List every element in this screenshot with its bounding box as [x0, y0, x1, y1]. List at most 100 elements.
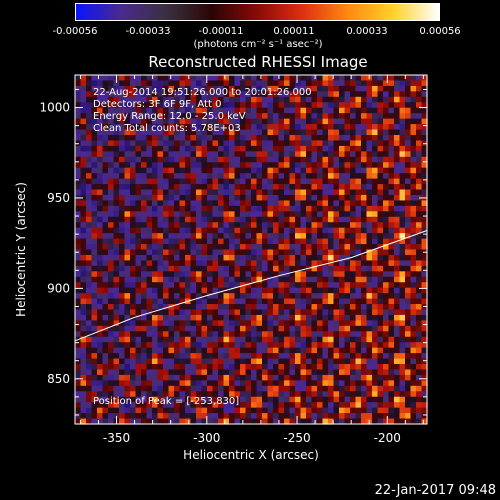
heatmap-cell — [119, 287, 126, 294]
heatmap-cell — [135, 178, 142, 185]
heatmap-cell — [80, 260, 87, 267]
heatmap-cell — [267, 189, 274, 196]
heatmap-cell — [119, 205, 126, 212]
heatmap-cell — [86, 391, 93, 398]
heatmap-cell — [317, 358, 324, 365]
heatmap-cell — [108, 91, 115, 98]
heatmap-cell — [289, 173, 296, 180]
heatmap-cell — [262, 358, 269, 365]
heatmap-cell — [91, 293, 98, 300]
heatmap-cell — [361, 342, 368, 349]
heatmap-cell — [383, 85, 390, 92]
heatmap-cell — [201, 396, 208, 403]
heatmap-cell — [218, 331, 225, 338]
heatmap-cell — [421, 342, 428, 349]
heatmap-cell — [196, 304, 203, 311]
heatmap-cell — [141, 320, 148, 327]
heatmap-cell — [97, 364, 104, 371]
heatmap-cell — [240, 162, 247, 169]
heatmap-cell — [80, 418, 87, 425]
heatmap-cell — [306, 113, 313, 120]
heatmap-cell — [289, 238, 296, 245]
colorbar — [75, 3, 440, 21]
heatmap-cell — [141, 244, 148, 251]
heatmap-cell — [146, 265, 153, 272]
heatmap-cell — [267, 222, 274, 229]
heatmap-cell — [339, 304, 346, 311]
heatmap-cell — [355, 276, 362, 283]
heatmap-cell — [207, 276, 214, 283]
heatmap-cell — [295, 140, 302, 147]
heatmap-cell — [80, 200, 87, 207]
heatmap-cell — [383, 331, 390, 338]
heatmap-cell — [163, 151, 170, 158]
heatmap-cell — [317, 364, 324, 371]
heatmap-cell — [262, 418, 269, 425]
heatmap-cell — [350, 238, 357, 245]
heatmap-cell — [251, 347, 258, 354]
heatmap-cell — [229, 222, 236, 229]
heatmap-cell — [377, 124, 384, 131]
heatmap-cell — [267, 91, 274, 98]
heatmap-cell — [317, 184, 324, 191]
heatmap-cell — [218, 244, 225, 251]
heatmap-cell — [394, 91, 401, 98]
heatmap-cell — [372, 216, 379, 223]
heatmap-cell — [306, 102, 313, 109]
heatmap-cell — [168, 184, 175, 191]
heatmap-cell — [218, 124, 225, 131]
heatmap-cell — [163, 124, 170, 131]
heatmap-cell — [130, 254, 137, 261]
heatmap-cell — [328, 80, 335, 87]
heatmap-cell — [97, 85, 104, 92]
heatmap-cell — [350, 156, 357, 163]
heatmap-cell — [163, 184, 170, 191]
heatmap-cell — [185, 320, 192, 327]
heatmap-cell — [152, 118, 159, 125]
heatmap-cell — [141, 184, 148, 191]
heatmap-cell — [416, 320, 423, 327]
heatmap-cell — [267, 353, 274, 360]
heatmap-cell — [361, 200, 368, 207]
heatmap-cell — [267, 75, 274, 82]
heatmap-cell — [256, 342, 263, 349]
heatmap-cell — [333, 402, 340, 409]
heatmap-cell — [108, 227, 115, 234]
heatmap-cell — [372, 396, 379, 403]
heatmap-cell — [234, 211, 241, 218]
heatmap-cell — [102, 336, 109, 343]
heatmap-cell — [300, 189, 307, 196]
heatmap-cell — [295, 265, 302, 272]
heatmap-cell — [350, 145, 357, 152]
heatmap-cell — [311, 222, 318, 229]
heatmap-cell — [102, 173, 109, 180]
heatmap-cell — [284, 140, 291, 147]
heatmap-cell — [328, 369, 335, 376]
heatmap-cell — [405, 200, 412, 207]
heatmap-cell — [179, 391, 186, 398]
y-tick-label: 950 — [47, 191, 70, 205]
heatmap-cell — [91, 254, 98, 261]
heatmap-cell — [278, 96, 285, 103]
heatmap-cell — [416, 91, 423, 98]
heatmap-cell — [377, 391, 384, 398]
heatmap-cell — [86, 200, 93, 207]
heatmap-cell — [97, 336, 104, 343]
heatmap-cell — [124, 200, 131, 207]
heatmap-cell — [284, 358, 291, 365]
heatmap-cell — [113, 320, 120, 327]
heatmap-cell — [410, 233, 417, 240]
heatmap-cell — [157, 184, 164, 191]
heatmap-cell — [179, 347, 186, 354]
heatmap-cell — [218, 91, 225, 98]
heatmap-cell — [399, 413, 406, 420]
heatmap-cell — [135, 353, 142, 360]
heatmap-cell — [306, 233, 313, 240]
heatmap-cell — [196, 358, 203, 365]
heatmap-cell — [135, 244, 142, 251]
heatmap-cell — [273, 271, 280, 278]
heatmap-cell — [355, 85, 362, 92]
heatmap-cell — [152, 325, 159, 332]
heatmap-cell — [355, 402, 362, 409]
heatmap-cell — [212, 260, 219, 267]
